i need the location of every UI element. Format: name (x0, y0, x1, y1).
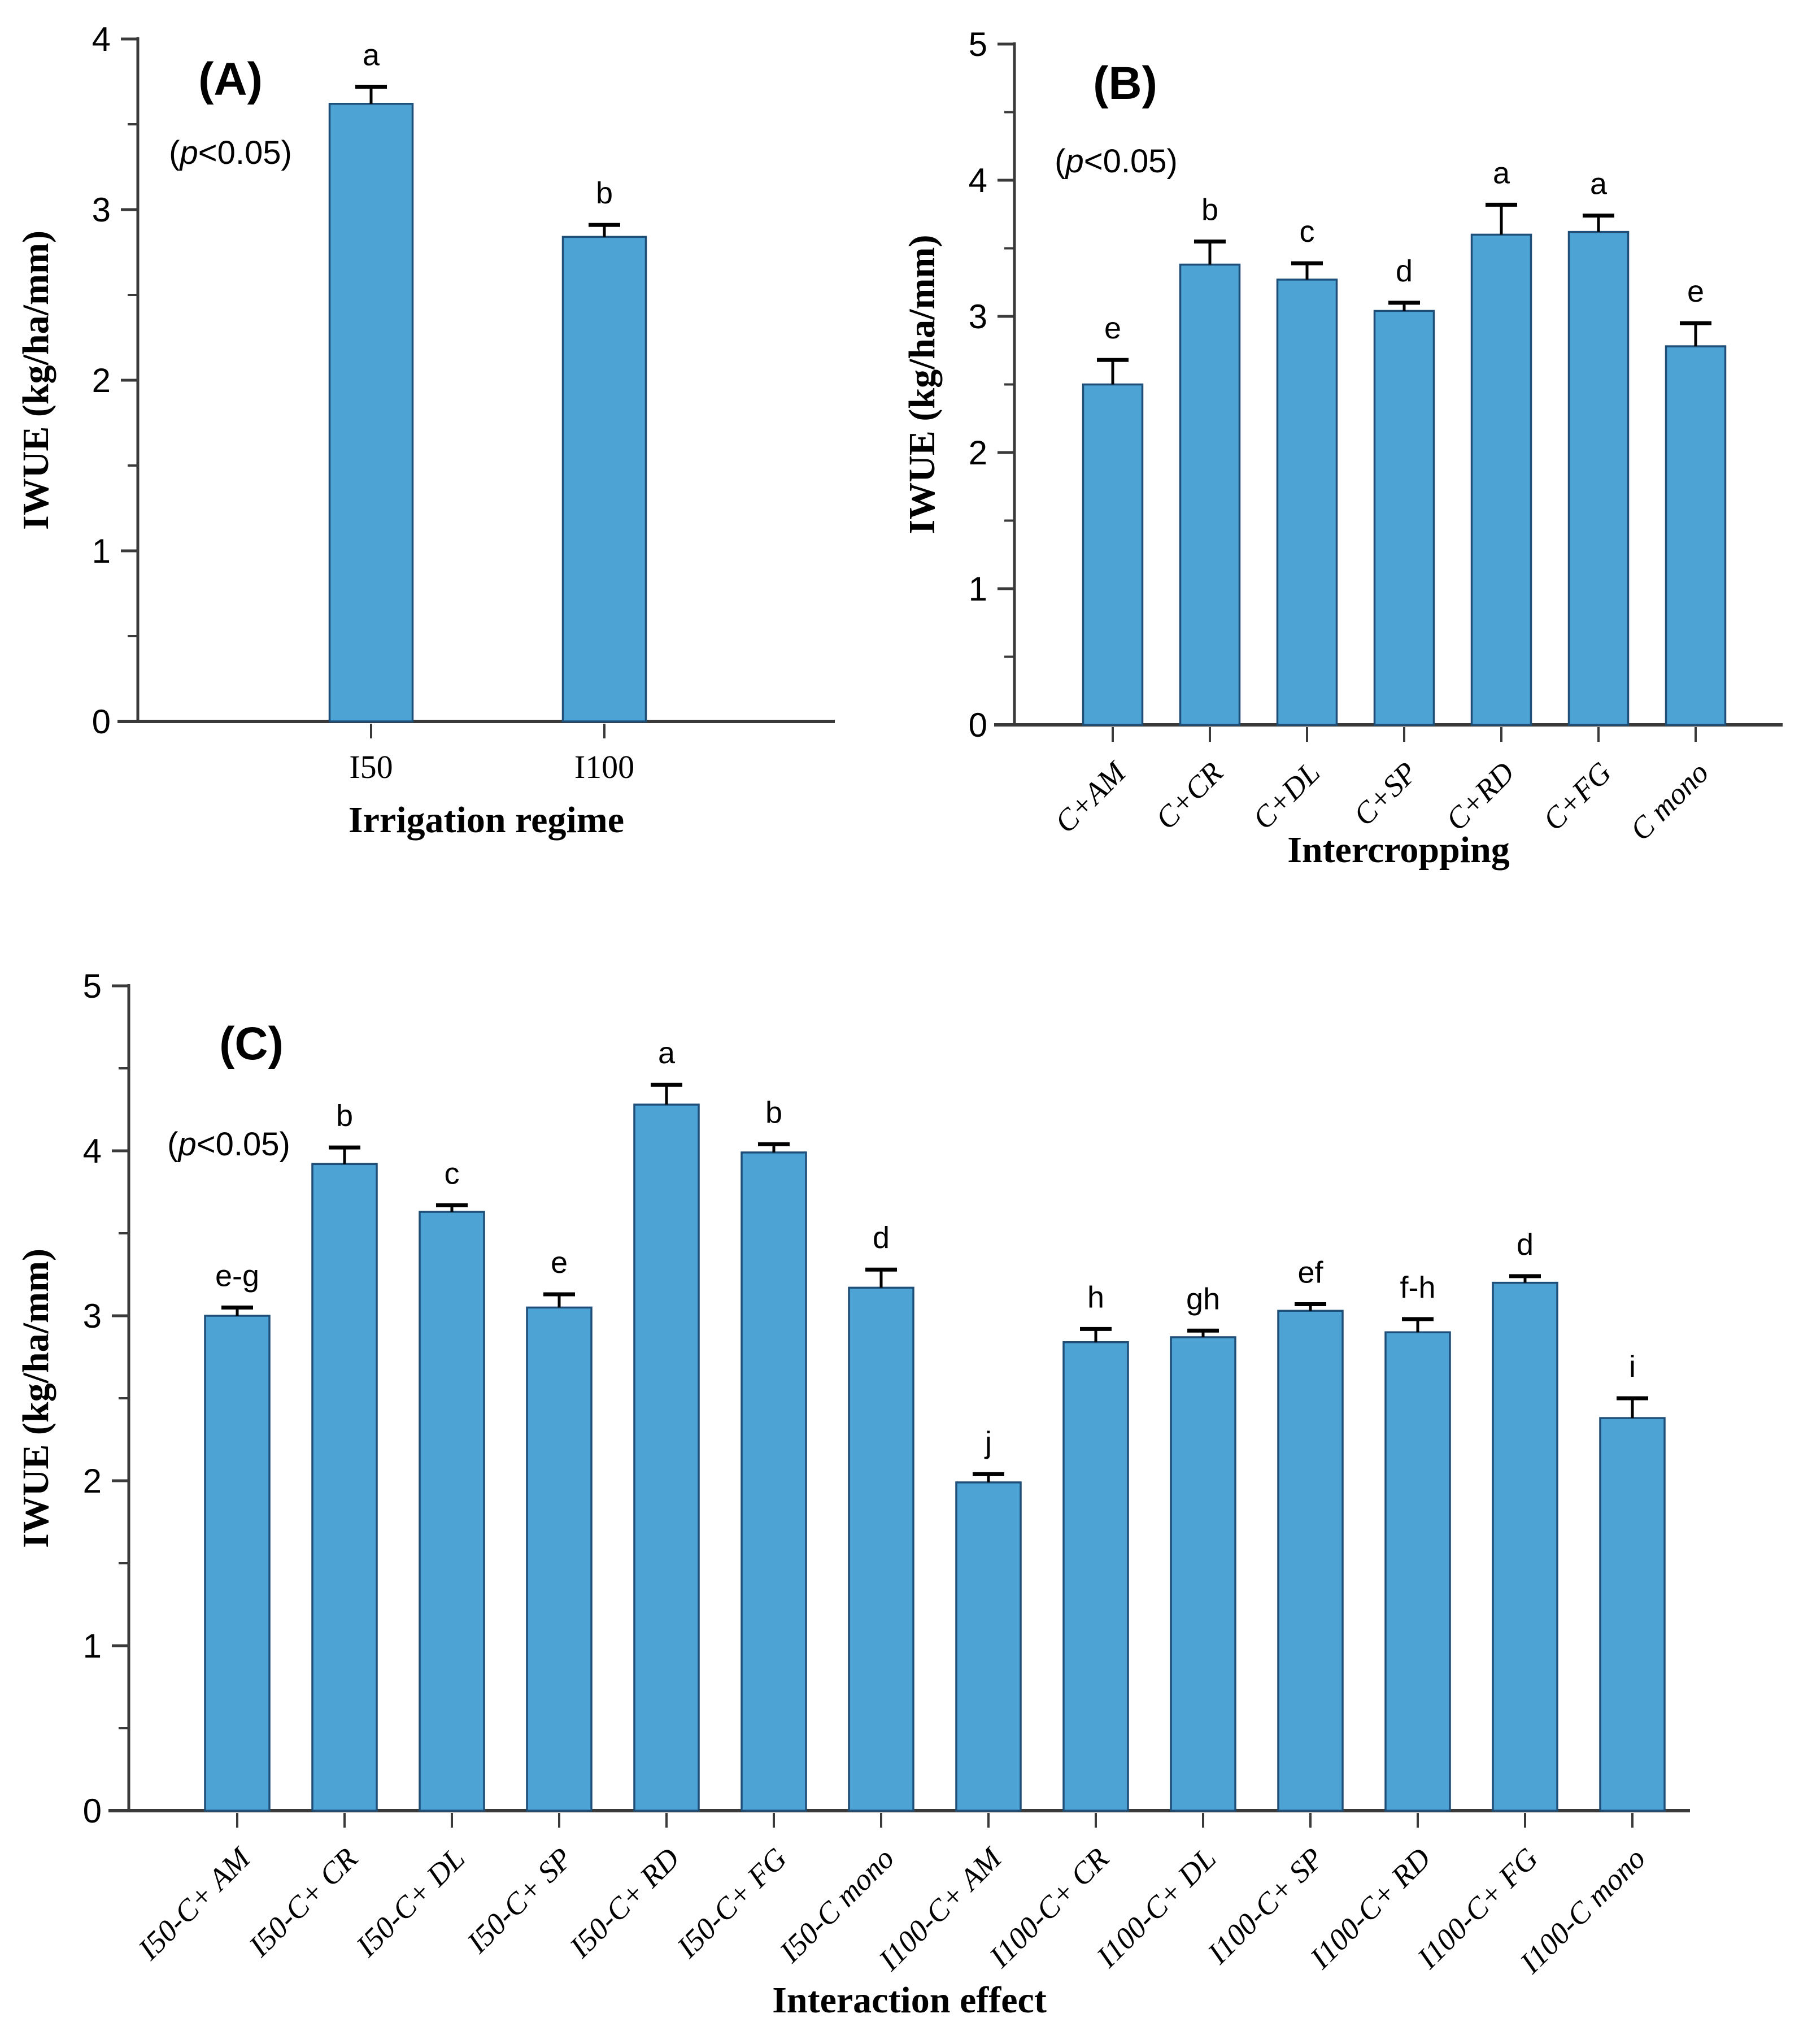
panel-label: (C) (219, 1018, 284, 1069)
y-tick-label: 2 (83, 1462, 102, 1500)
sig-letter: h (1087, 1280, 1104, 1314)
sig-letter: e-g (215, 1259, 259, 1293)
panel-a-chart: 0 1 2 3 4 a I50 b I100 (A) (p<0.05) IWUE (kg/ha/mm)… (15, 20, 835, 841)
bar (1277, 1310, 1344, 1812)
y-tick-label: 5 (969, 25, 987, 63)
sig-letter: j (984, 1425, 992, 1459)
y-tick-label: 1 (83, 1627, 102, 1665)
sig-letter: d (1396, 254, 1413, 288)
x-tick-label: I50-C+ AM (132, 1840, 258, 1967)
x-axis-title: Interaction effect (772, 1980, 1047, 2021)
bar (204, 1315, 271, 1812)
y-tick-label: 0 (92, 703, 111, 741)
sig-letter: a (1493, 156, 1510, 190)
x-tick-label: I50-C+ RD (563, 1841, 686, 1964)
bar (1567, 231, 1630, 726)
sig-letter: f-h (1400, 1271, 1435, 1304)
y-tick-label: 4 (969, 162, 987, 199)
bar (328, 103, 414, 723)
sig-letter: ef (1297, 1256, 1323, 1290)
y-tick-label: 2 (969, 434, 987, 472)
sig-letter: d (873, 1221, 890, 1255)
sig-letter: b (765, 1095, 782, 1129)
sig-letter: e (1687, 275, 1704, 308)
y-tick-label: 1 (92, 532, 111, 570)
x-axis-title: Irrigation regime (349, 799, 624, 841)
x-tick-label: I50-C+ SP (460, 1841, 579, 1960)
x-tick-label: C+AM (1048, 754, 1134, 840)
bar (526, 1306, 593, 1812)
sig-letter: d (1517, 1228, 1534, 1262)
bar (1665, 345, 1727, 726)
bar (1179, 263, 1241, 726)
panel-b-chart: 0 1 2 3 4 5 e C+AM b C+CR c C+DL d C+SP a C+RD a C+FG e C m… (906, 25, 1783, 871)
x-tick-label: I50 (349, 749, 393, 785)
bar (1276, 279, 1338, 726)
sig-letter: b (596, 176, 613, 210)
panel-label: (B) (1093, 58, 1157, 109)
sig-letter: a (1590, 167, 1608, 201)
y-tick-label: 4 (83, 1132, 102, 1170)
sig-letter: c (1300, 215, 1315, 249)
sig-letter: a (363, 38, 380, 72)
bar (561, 236, 647, 723)
x-tick-label: I50-C+ DL (349, 1841, 471, 1963)
bar (955, 1481, 1022, 1812)
x-tick-label: C mono (1623, 755, 1715, 847)
y-tick-label: 5 (83, 967, 102, 1005)
bar (311, 1163, 378, 1812)
sig-letter: gh (1186, 1282, 1220, 1316)
bar (1492, 1281, 1558, 1812)
bar (1599, 1417, 1666, 1812)
y-tick-label: 0 (83, 1792, 102, 1830)
sig-letter: b (1201, 193, 1218, 227)
bar (1373, 310, 1435, 726)
sig-letter: i (1629, 1350, 1636, 1384)
y-tick-label: 2 (92, 362, 111, 399)
y-axis-title: IWUE (kg/ha/mm) (906, 235, 943, 534)
x-axis-title: Intercropping (1287, 829, 1510, 871)
panel-label: (A) (198, 54, 263, 105)
x-tick-label: C+SP (1347, 755, 1423, 832)
sig-letter: e (1104, 311, 1121, 345)
x-tick-label: I50-C+ CR (242, 1841, 364, 1963)
y-tick-label: 3 (92, 191, 111, 229)
bar (741, 1151, 807, 1812)
significance-note: (p<0.05) (169, 134, 292, 171)
x-tick-label: C+DL (1246, 755, 1326, 836)
bar (1062, 1341, 1129, 1812)
sig-letter: a (658, 1036, 676, 1070)
y-tick-label: 4 (92, 20, 111, 58)
y-axis-title: IWUE (kg/ha/mm) (15, 1249, 56, 1548)
y-tick-label: 0 (969, 706, 987, 744)
sig-letter: b (336, 1099, 353, 1133)
panel-c-chart: 0 1 2 3 4 5 e-g I50-C+ AM b I50-C+ CR c I50-C+ DL e I… (15, 967, 1690, 2021)
bar (1082, 383, 1144, 726)
bar (419, 1211, 485, 1812)
significance-note: (p<0.05) (1055, 143, 1178, 180)
y-tick-label: 3 (969, 298, 987, 336)
y-axis-title: IWUE (kg/ha/mm) (15, 231, 56, 530)
x-tick-label: I100 (574, 749, 634, 785)
x-tick-label: C+RD (1439, 755, 1521, 837)
bar (1470, 233, 1532, 726)
y-tick-label: 3 (83, 1297, 102, 1335)
bar (633, 1103, 700, 1812)
sig-letter: e (551, 1246, 568, 1280)
significance-note: (p<0.05) (167, 1126, 290, 1163)
x-tick-label: C+FG (1536, 755, 1618, 837)
sig-letter: c (445, 1156, 460, 1190)
bar (1170, 1336, 1236, 1812)
bar (1384, 1331, 1451, 1812)
x-tick-label: C+CR (1149, 755, 1229, 836)
bar (848, 1286, 914, 1812)
y-tick-label: 1 (969, 570, 987, 608)
